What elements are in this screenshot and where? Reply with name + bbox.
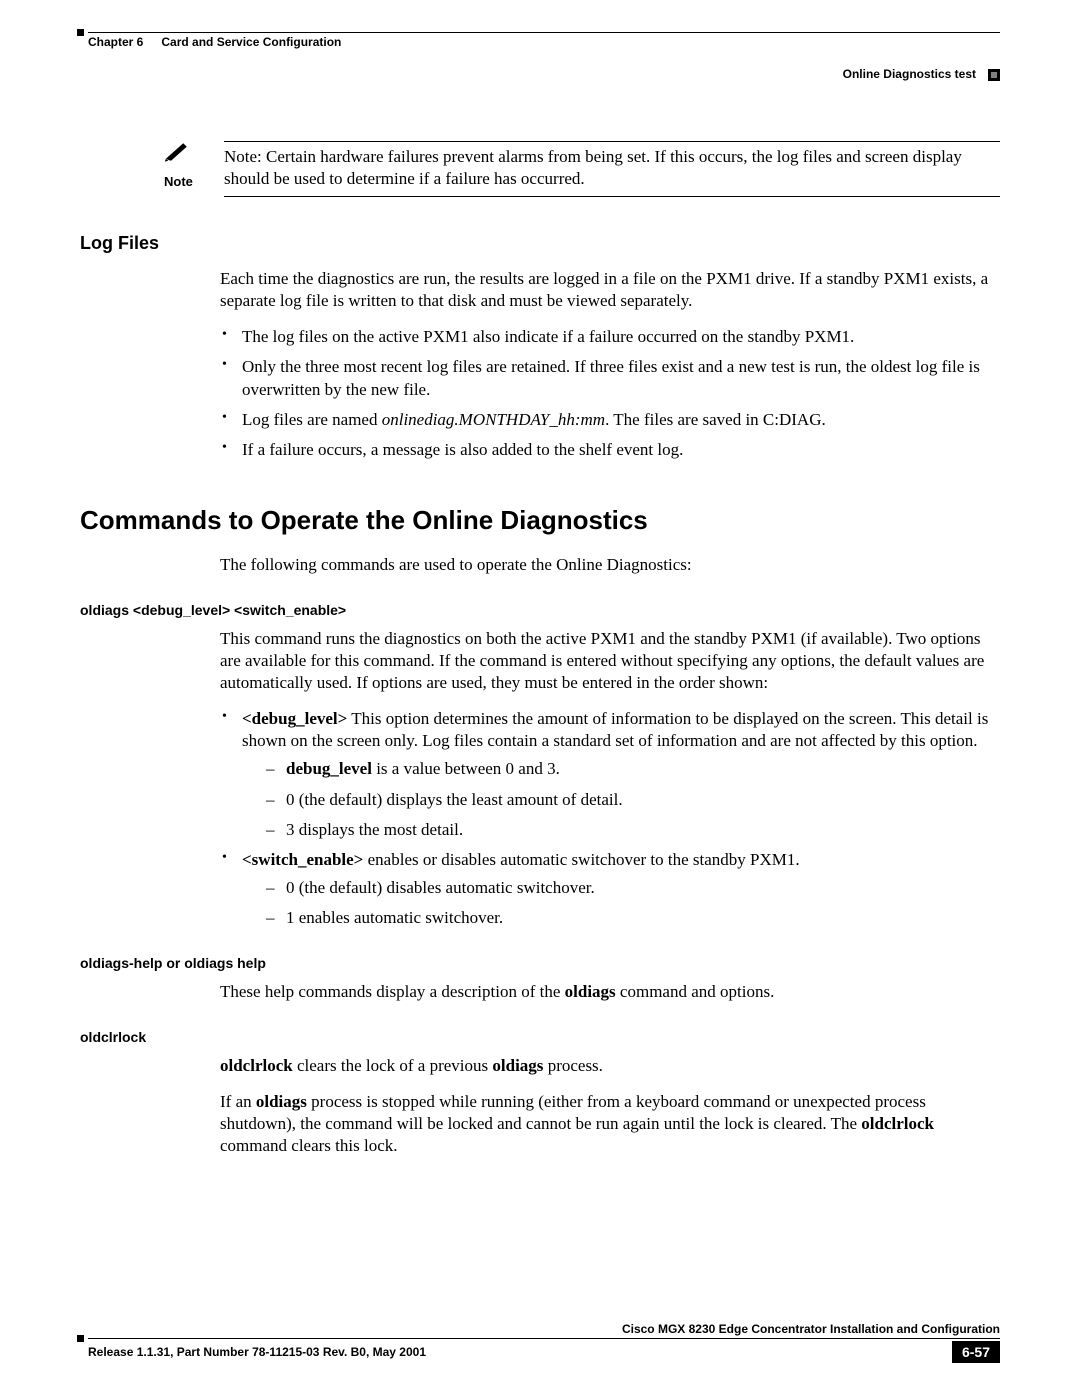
subheader-marker — [988, 69, 1000, 81]
cmd2-title: oldiags-help or oldiags help — [80, 955, 1000, 971]
log-files-heading: Log Files — [80, 233, 1000, 254]
cmd2-desc: These help commands display a descriptio… — [220, 981, 1000, 1003]
text: These help commands display a descriptio… — [220, 982, 565, 1001]
subheader: Online Diagnostics test — [80, 67, 1000, 81]
command-name: oldiags — [256, 1092, 307, 1111]
dash-item: 1 enables automatic switchover. — [264, 907, 1000, 929]
text: . The files are saved in C:DIAG. — [605, 410, 826, 429]
option-switch-enable: <switch_enable> enables or disables auto… — [220, 849, 1000, 929]
command-name: oldiags — [492, 1056, 543, 1075]
cmd3-body: oldclrlock clears the lock of a previous… — [220, 1055, 1000, 1157]
cmd3-title: oldclrlock — [80, 1029, 1000, 1045]
bullet: Log files are named onlinediag.MONTHDAY_… — [220, 409, 1000, 431]
commands-heading: Commands to Operate the Online Diagnosti… — [80, 505, 1000, 536]
dash-item: 3 displays the most detail. — [264, 819, 1000, 841]
cmd3-p2: If an oldiags process is stopped while r… — [220, 1091, 1000, 1157]
text: command clears this lock. — [220, 1136, 398, 1155]
command-name: oldiags — [565, 982, 616, 1001]
commands-intro: The following commands are used to opera… — [220, 554, 1000, 576]
dash-item: 0 (the default) displays the least amoun… — [264, 789, 1000, 811]
page: Chapter 6 Card and Service Configuration… — [0, 0, 1080, 1397]
note-label: Note — [164, 174, 224, 189]
cmd1-desc: This command runs the diagnostics on bot… — [220, 628, 1000, 694]
log-files-bullets: The log files on the active PXM1 also in… — [220, 326, 1000, 460]
cmd1-options: <debug_level> This option determines the… — [220, 708, 1000, 929]
text: is a value between 0 and 3. — [372, 759, 560, 778]
log-files-intro: Each time the diagnostics are run, the r… — [220, 268, 1000, 312]
text: Log files are named — [242, 410, 382, 429]
debug-level-values: debug_level is a value between 0 and 3. … — [264, 758, 1000, 840]
text: process. — [543, 1056, 602, 1075]
bullet: The log files on the active PXM1 also in… — [220, 326, 1000, 348]
dash-item: 0 (the default) disables automatic switc… — [264, 877, 1000, 899]
option-name: <switch_enable> — [242, 850, 363, 869]
cmd1-body: This command runs the diagnostics on bot… — [220, 628, 1000, 929]
chapter-title: Card and Service Configuration — [161, 35, 341, 49]
option-debug-level: <debug_level> This option determines the… — [220, 708, 1000, 840]
note-text: Note: Certain hardware failures prevent … — [224, 141, 1000, 197]
text: command and options. — [616, 982, 775, 1001]
log-files-body: Each time the diagnostics are run, the r… — [220, 268, 1000, 461]
header-marker — [77, 29, 84, 36]
section-title: Online Diagnostics test — [843, 67, 976, 81]
note-icon-col: Note — [164, 141, 224, 189]
pencil-icon — [164, 141, 192, 163]
cmd3-p1: oldclrlock clears the lock of a previous… — [220, 1055, 1000, 1077]
release-info: Release 1.1.31, Part Number 78-11215-03 … — [88, 1345, 426, 1359]
cmd2-body: These help commands display a descriptio… — [220, 981, 1000, 1003]
book-title: Cisco MGX 8230 Edge Concentrator Install… — [80, 1322, 1000, 1336]
filename-pattern: onlinediag.MONTHDAY_hh:mm — [382, 410, 605, 429]
header-rule — [88, 32, 1000, 33]
text: debug_level — [286, 759, 372, 778]
footer: Cisco MGX 8230 Edge Concentrator Install… — [80, 1322, 1000, 1363]
command-name: oldclrlock — [220, 1056, 293, 1075]
text: enables or disables automatic switchover… — [363, 850, 799, 869]
footer-rule — [88, 1338, 1000, 1339]
footer-marker — [77, 1335, 84, 1342]
text: process is stopped while running (either… — [220, 1092, 926, 1133]
bullet: Only the three most recent log files are… — [220, 356, 1000, 400]
text: clears the lock of a previous — [293, 1056, 493, 1075]
page-number: 6-57 — [952, 1341, 1000, 1363]
command-name: oldclrlock — [861, 1114, 934, 1133]
text: If an — [220, 1092, 256, 1111]
footer-row: Release 1.1.31, Part Number 78-11215-03 … — [88, 1341, 1000, 1363]
chapter-label: Chapter 6 — [88, 35, 143, 49]
switch-enable-values: 0 (the default) disables automatic switc… — [264, 877, 1000, 929]
commands-intro-wrap: The following commands are used to opera… — [220, 554, 1000, 576]
dash-item: debug_level is a value between 0 and 3. — [264, 758, 1000, 780]
note-block: Note Note: Certain hardware failures pre… — [164, 141, 1000, 197]
option-name: <debug_level> — [242, 709, 347, 728]
header-row: Chapter 6 Card and Service Configuration — [88, 35, 1000, 49]
bullet: If a failure occurs, a message is also a… — [220, 439, 1000, 461]
text: This option determines the amount of inf… — [242, 709, 988, 750]
cmd1-title: oldiags <debug_level> <switch_enable> — [80, 602, 1000, 618]
